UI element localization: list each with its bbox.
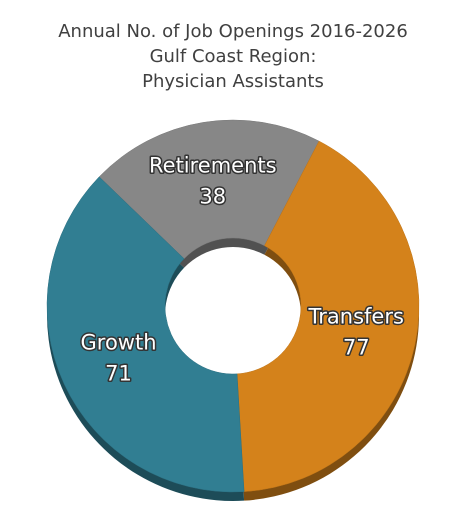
category-label: Growth xyxy=(81,331,157,355)
wedge xyxy=(98,119,320,260)
chart-title: Annual No. of Job Openings 2016-2026 xyxy=(58,21,408,42)
value-label: 77 xyxy=(343,335,370,359)
chart-subtitle: Gulf Coast Region: xyxy=(150,46,317,67)
value-label: 71 xyxy=(105,362,132,386)
labels: Retirements 38 Transfers 77 Growth 71 xyxy=(79,152,405,387)
wedge xyxy=(236,140,420,492)
chart-subtitle: Physician Assistants xyxy=(142,71,324,92)
wedges xyxy=(46,119,420,493)
wedge xyxy=(46,176,245,493)
category-label: Retirements xyxy=(149,154,277,178)
value-label: 38 xyxy=(199,185,226,209)
category-label: Transfers xyxy=(308,304,404,328)
